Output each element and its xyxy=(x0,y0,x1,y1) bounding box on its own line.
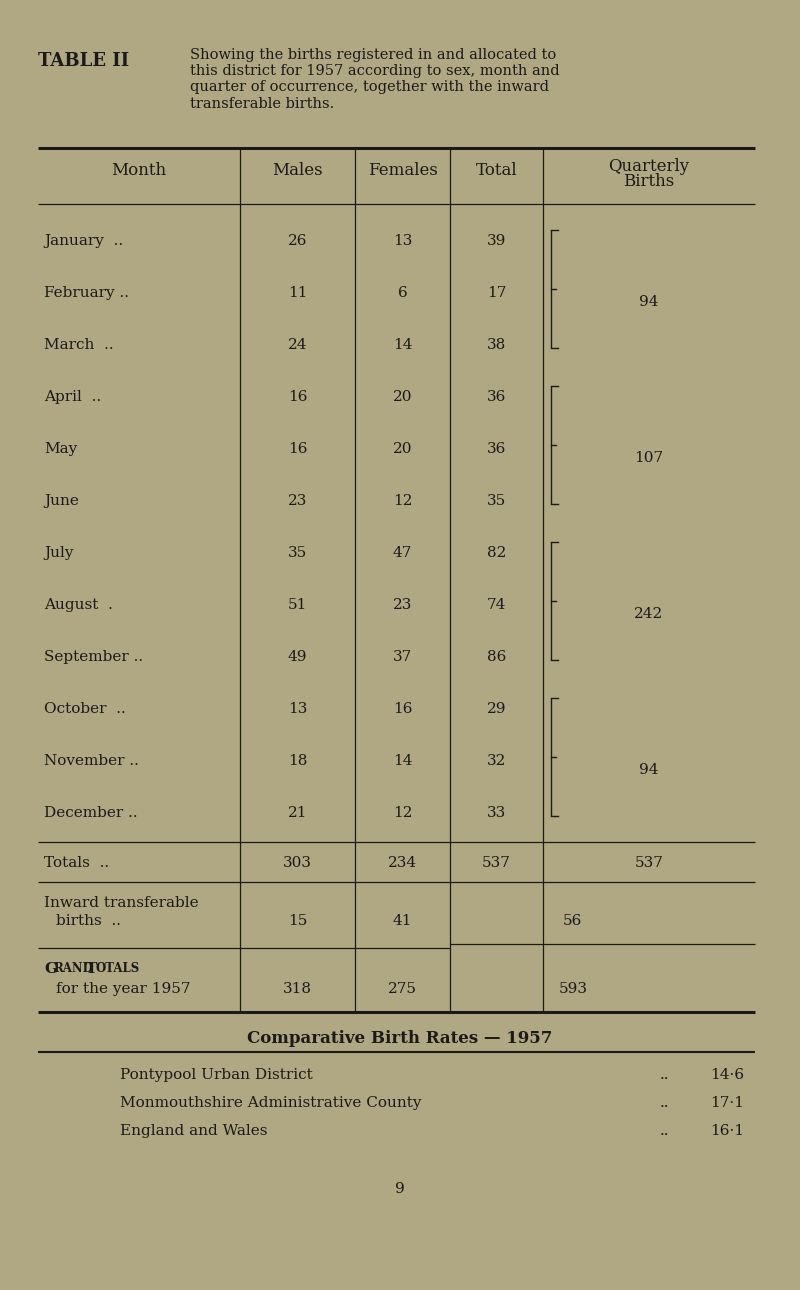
Text: 234: 234 xyxy=(388,857,417,869)
Text: 23: 23 xyxy=(393,599,412,611)
Text: 14: 14 xyxy=(393,753,412,768)
Text: 33: 33 xyxy=(487,806,506,820)
Text: 39: 39 xyxy=(487,233,506,248)
Text: OTALS: OTALS xyxy=(95,962,139,975)
Text: 537: 537 xyxy=(634,857,663,869)
Text: 21: 21 xyxy=(288,806,307,820)
Text: December ..: December .. xyxy=(44,806,138,820)
Text: ..: .. xyxy=(660,1096,670,1109)
Text: 537: 537 xyxy=(482,857,511,869)
Text: 242: 242 xyxy=(634,608,664,620)
Text: Inward transferable: Inward transferable xyxy=(44,897,198,909)
Text: November ..: November .. xyxy=(44,753,139,768)
Text: June: June xyxy=(44,494,79,508)
Text: 17·1: 17·1 xyxy=(710,1096,744,1109)
Text: 35: 35 xyxy=(487,494,506,508)
Text: births  ..: births .. xyxy=(56,915,121,928)
Text: Showing the births registered in and allocated to
this district for 1957 accordi: Showing the births registered in and all… xyxy=(190,48,560,111)
Text: 14: 14 xyxy=(393,338,412,352)
Text: 36: 36 xyxy=(487,390,506,404)
Text: 24: 24 xyxy=(288,338,307,352)
Text: 13: 13 xyxy=(393,233,412,248)
Text: 16: 16 xyxy=(288,390,307,404)
Text: 15: 15 xyxy=(288,915,307,928)
Text: 20: 20 xyxy=(393,390,412,404)
Text: 23: 23 xyxy=(288,494,307,508)
Text: TABLE II: TABLE II xyxy=(38,52,130,70)
Text: 51: 51 xyxy=(288,599,307,611)
Text: 94: 94 xyxy=(639,295,658,310)
Text: Births: Births xyxy=(623,173,674,190)
Text: Pontypool Urban District: Pontypool Urban District xyxy=(120,1068,313,1082)
Text: 82: 82 xyxy=(487,546,506,560)
Text: February ..: February .. xyxy=(44,286,129,301)
Text: Quarterly: Quarterly xyxy=(609,157,690,175)
Text: October  ..: October .. xyxy=(44,702,126,716)
Text: March  ..: March .. xyxy=(44,338,114,352)
Text: Males: Males xyxy=(272,163,323,179)
Text: 16: 16 xyxy=(288,442,307,455)
Text: July: July xyxy=(44,546,74,560)
Text: Month: Month xyxy=(111,163,166,179)
Text: 303: 303 xyxy=(283,857,312,869)
Text: 74: 74 xyxy=(487,599,506,611)
Text: 17: 17 xyxy=(487,286,506,301)
Text: Total: Total xyxy=(476,163,518,179)
Text: May: May xyxy=(44,442,78,455)
Text: 94: 94 xyxy=(639,762,658,777)
Text: 56: 56 xyxy=(563,915,582,928)
Text: 318: 318 xyxy=(283,982,312,996)
Text: England and Wales: England and Wales xyxy=(120,1124,267,1138)
Text: January  ..: January .. xyxy=(44,233,123,248)
Text: 12: 12 xyxy=(393,806,412,820)
Text: 37: 37 xyxy=(393,650,412,664)
Text: 13: 13 xyxy=(288,702,307,716)
Text: 16·1: 16·1 xyxy=(710,1124,744,1138)
Text: 16: 16 xyxy=(393,702,412,716)
Text: 11: 11 xyxy=(288,286,307,301)
Text: Comparative Birth Rates — 1957: Comparative Birth Rates — 1957 xyxy=(247,1029,553,1047)
Text: 14·6: 14·6 xyxy=(710,1068,744,1082)
Text: 20: 20 xyxy=(393,442,412,455)
Text: ..: .. xyxy=(660,1124,670,1138)
Text: RAND: RAND xyxy=(53,962,93,975)
Text: Females: Females xyxy=(367,163,438,179)
Text: August  .: August . xyxy=(44,599,113,611)
Text: 9: 9 xyxy=(395,1182,405,1196)
Text: 29: 29 xyxy=(486,702,506,716)
Text: 275: 275 xyxy=(388,982,417,996)
Text: 86: 86 xyxy=(487,650,506,664)
Text: ..: .. xyxy=(660,1068,670,1082)
Text: September ..: September .. xyxy=(44,650,143,664)
Text: Monmouthshire Administrative County: Monmouthshire Administrative County xyxy=(120,1096,422,1109)
Text: 47: 47 xyxy=(393,546,412,560)
Text: 38: 38 xyxy=(487,338,506,352)
Text: April  ..: April .. xyxy=(44,390,101,404)
Text: 593: 593 xyxy=(558,982,587,996)
Text: 26: 26 xyxy=(288,233,307,248)
Text: 18: 18 xyxy=(288,753,307,768)
Text: 41: 41 xyxy=(393,915,412,928)
Text: 6: 6 xyxy=(398,286,407,301)
Text: 12: 12 xyxy=(393,494,412,508)
Text: 32: 32 xyxy=(487,753,506,768)
Text: 49: 49 xyxy=(288,650,307,664)
Text: 107: 107 xyxy=(634,451,663,464)
Text: T: T xyxy=(86,962,98,977)
Text: for the year 1957: for the year 1957 xyxy=(56,982,190,996)
Text: G: G xyxy=(44,962,57,977)
Text: 35: 35 xyxy=(288,546,307,560)
Text: Totals  ..: Totals .. xyxy=(44,857,109,869)
Text: 36: 36 xyxy=(487,442,506,455)
